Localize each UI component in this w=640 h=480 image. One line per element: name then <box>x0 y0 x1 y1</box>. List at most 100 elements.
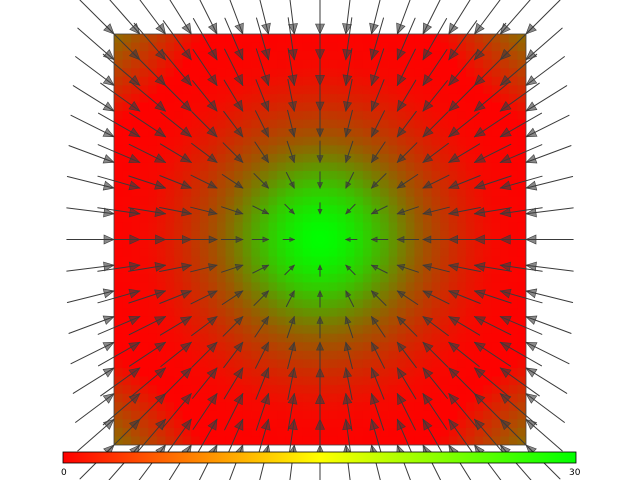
heatmap-cell <box>122 402 132 412</box>
heatmap-cell <box>465 119 476 129</box>
vector-arrow <box>133 418 166 457</box>
heatmap-cell <box>500 230 510 241</box>
heatmap-cell <box>285 436 295 445</box>
heatmap-cell <box>414 427 424 438</box>
vector-arrow <box>102 393 141 426</box>
heatmap-cell <box>225 51 235 61</box>
heatmap-cell <box>465 136 476 146</box>
vector-arrow <box>192 49 218 87</box>
vector-arrow <box>251 236 270 243</box>
vector-arrow <box>66 288 115 303</box>
heatmap-cell <box>122 222 132 232</box>
heatmap-cell <box>165 102 175 112</box>
vector-arrow <box>422 0 441 35</box>
heatmap-cell <box>199 76 210 86</box>
heatmap-cell <box>139 153 149 164</box>
vector-arrow <box>473 289 512 304</box>
heatmap-cell <box>465 342 476 352</box>
heatmap-cell <box>259 436 270 445</box>
vector-arrow <box>473 341 511 367</box>
heatmap-cell <box>139 273 149 283</box>
heatmap-cell <box>217 419 227 429</box>
heatmap-cell <box>448 385 458 395</box>
heatmap-cell <box>517 393 526 403</box>
vector-arrow <box>316 140 324 164</box>
heatmap-cell <box>302 410 313 420</box>
heatmap-cell <box>483 102 493 112</box>
heatmap-cell <box>148 350 158 360</box>
vector-arrow <box>396 341 417 369</box>
heatmap-cell <box>122 213 132 223</box>
heatmap-cell <box>156 402 167 412</box>
heatmap-cell <box>285 51 295 61</box>
heatmap-cell <box>217 59 227 69</box>
heatmap-cell <box>483 93 493 104</box>
heatmap-cell <box>139 393 149 403</box>
heatmap-cell <box>114 256 124 266</box>
heatmap-cell <box>131 222 141 232</box>
heatmap-cell <box>208 436 218 445</box>
vector-arrow <box>422 142 449 163</box>
heatmap-cell <box>474 376 484 386</box>
heatmap-cell <box>285 427 295 438</box>
heatmap-cell <box>328 419 338 429</box>
heatmap-cell <box>517 68 526 78</box>
heatmap-cell <box>345 410 355 420</box>
vector-arrow <box>97 261 141 272</box>
heatmap-cell <box>191 376 201 386</box>
heatmap-cell <box>217 436 227 445</box>
heatmap-cell <box>122 239 132 249</box>
heatmap-cell <box>131 119 141 129</box>
heatmap-cell <box>465 367 476 378</box>
vector-arrow <box>224 48 244 87</box>
heatmap-cell <box>491 265 501 275</box>
vector-arrow <box>192 367 218 399</box>
heatmap-cell <box>397 402 407 412</box>
vector-arrow <box>343 109 353 138</box>
heatmap-cell <box>517 308 526 318</box>
vector-arrow <box>192 392 218 430</box>
heatmap-cell <box>423 93 433 104</box>
heatmap-cell <box>114 248 124 258</box>
heatmap-cell <box>483 419 493 429</box>
vector-arrow <box>129 341 167 367</box>
vector-arrow <box>254 315 269 338</box>
heatmap-cell <box>242 436 252 445</box>
heatmap-cell <box>156 136 167 146</box>
heatmap-cell <box>251 402 261 412</box>
heatmap-cell <box>122 102 132 112</box>
heatmap-cell <box>225 34 235 44</box>
heatmap-cell <box>491 385 501 395</box>
heatmap-cell <box>328 436 338 445</box>
heatmap-cell <box>165 93 175 104</box>
heatmap-cell <box>182 385 192 395</box>
vector-arrow <box>499 175 543 191</box>
heatmap-cell <box>483 111 493 121</box>
vector-arrow <box>422 316 449 337</box>
heatmap-cell <box>139 265 149 275</box>
vector-arrow <box>75 56 115 86</box>
heatmap-cell <box>457 42 467 52</box>
heatmap-cell <box>517 410 526 420</box>
heatmap-cell <box>431 402 441 412</box>
heatmap-cell <box>114 51 124 61</box>
vector-arrow <box>422 392 448 430</box>
heatmap-cell <box>148 42 158 52</box>
heatmap-cell <box>182 410 192 420</box>
heatmap-cell <box>500 333 510 343</box>
heatmap-cell <box>199 393 210 403</box>
heatmap-cell <box>259 59 270 69</box>
vector-arrow <box>422 174 450 189</box>
heatmap-cell <box>174 76 184 86</box>
heatmap-cell <box>362 436 373 445</box>
vector-arrow <box>345 203 356 215</box>
heatmap-cell <box>139 68 149 78</box>
heatmap-cell <box>491 376 501 386</box>
vector-arrow <box>448 393 479 430</box>
heatmap-cell <box>285 42 295 52</box>
heatmap-cell <box>114 367 124 378</box>
heatmap-cell <box>508 111 519 121</box>
heatmap-cell <box>517 419 526 429</box>
heatmap-cell <box>302 51 313 61</box>
heatmap-cell <box>122 367 132 378</box>
